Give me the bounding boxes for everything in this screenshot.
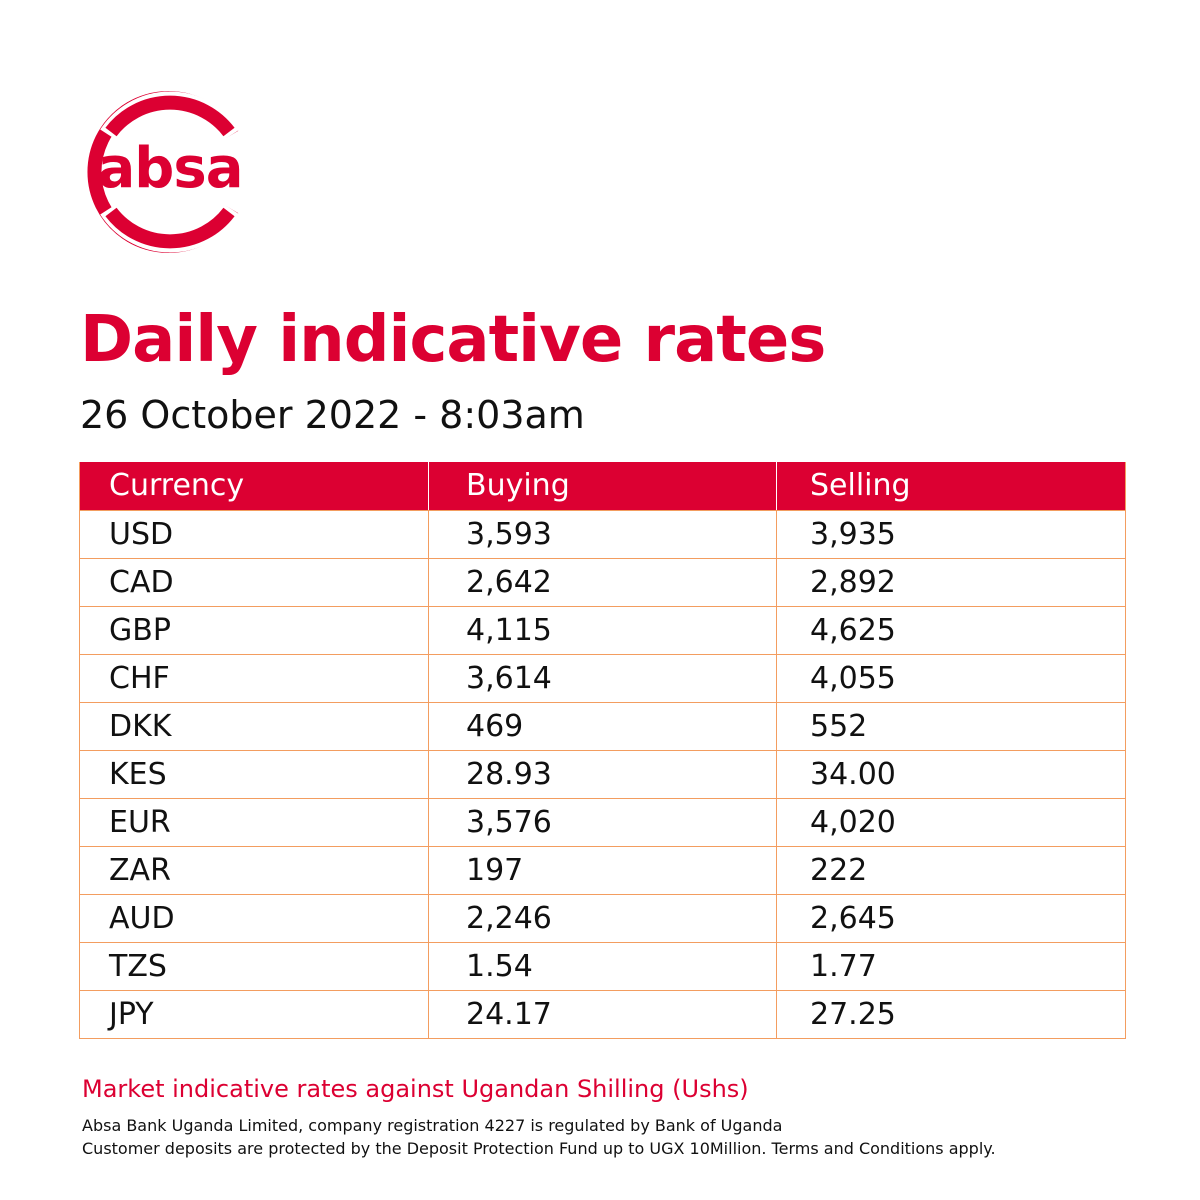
table-header-row: Currency Buying Selling (79, 462, 1126, 511)
selling-cell: 3,935 (776, 509, 1126, 559)
currency-cell: DKK (79, 701, 429, 751)
table-row: TZS 1.54 1.77 (79, 941, 1126, 991)
currency-cell: CHF (79, 653, 429, 703)
selling-cell: 27.25 (776, 989, 1126, 1039)
selling-cell: 4,625 (776, 605, 1126, 655)
rates-note: Market indicative rates against Ugandan … (82, 1075, 749, 1103)
table-row: KES 28.93 34.00 (79, 749, 1126, 799)
selling-cell: 2,645 (776, 893, 1126, 943)
absa-logo: absa (74, 76, 266, 268)
buying-cell: 3,614 (428, 653, 777, 703)
buying-cell: 3,593 (428, 509, 777, 559)
table-row: AUD 2,246 2,645 (79, 893, 1126, 943)
buying-cell: 1.54 (428, 941, 777, 991)
header-buying: Buying (428, 462, 777, 511)
page-title: Daily indicative rates (80, 303, 826, 377)
header-selling: Selling (776, 462, 1126, 511)
selling-cell: 1.77 (776, 941, 1126, 991)
currency-cell: CAD (79, 557, 429, 607)
selling-cell: 2,892 (776, 557, 1126, 607)
buying-cell: 4,115 (428, 605, 777, 655)
table-row: EUR 3,576 4,020 (79, 797, 1126, 847)
selling-cell: 4,055 (776, 653, 1126, 703)
buying-cell: 469 (428, 701, 777, 751)
header-currency: Currency (79, 462, 429, 511)
table-row: CAD 2,642 2,892 (79, 557, 1126, 607)
buying-cell: 24.17 (428, 989, 777, 1039)
currency-cell: GBP (79, 605, 429, 655)
currency-cell: JPY (79, 989, 429, 1039)
currency-cell: TZS (79, 941, 429, 991)
currency-cell: ZAR (79, 845, 429, 895)
selling-cell: 222 (776, 845, 1126, 895)
currency-cell: EUR (79, 797, 429, 847)
table-row: JPY 24.17 27.25 (79, 989, 1126, 1039)
table-row: DKK 469 552 (79, 701, 1126, 751)
legal-line-2: Customer deposits are protected by the D… (82, 1139, 996, 1158)
date-time: 26 October 2022 - 8:03am (80, 393, 585, 437)
table-row: GBP 4,115 4,625 (79, 605, 1126, 655)
legal-disclaimer: Absa Bank Uganda Limited, company regist… (82, 1114, 996, 1160)
table-row: USD 3,593 3,935 (79, 509, 1126, 559)
buying-cell: 3,576 (428, 797, 777, 847)
legal-line-1: Absa Bank Uganda Limited, company regist… (82, 1116, 783, 1135)
selling-cell: 552 (776, 701, 1126, 751)
buying-cell: 28.93 (428, 749, 777, 799)
table-row: ZAR 197 222 (79, 845, 1126, 895)
buying-cell: 197 (428, 845, 777, 895)
buying-cell: 2,642 (428, 557, 777, 607)
table-row: CHF 3,614 4,055 (79, 653, 1126, 703)
currency-cell: USD (79, 509, 429, 559)
selling-cell: 34.00 (776, 749, 1126, 799)
logo-ring (87, 91, 240, 253)
buying-cell: 2,246 (428, 893, 777, 943)
selling-cell: 4,020 (776, 797, 1126, 847)
currency-cell: AUD (79, 893, 429, 943)
currency-cell: KES (79, 749, 429, 799)
logo-wordmark: absa (97, 136, 244, 201)
rates-table: Currency Buying Selling USD 3,593 3,935 … (79, 462, 1126, 1039)
